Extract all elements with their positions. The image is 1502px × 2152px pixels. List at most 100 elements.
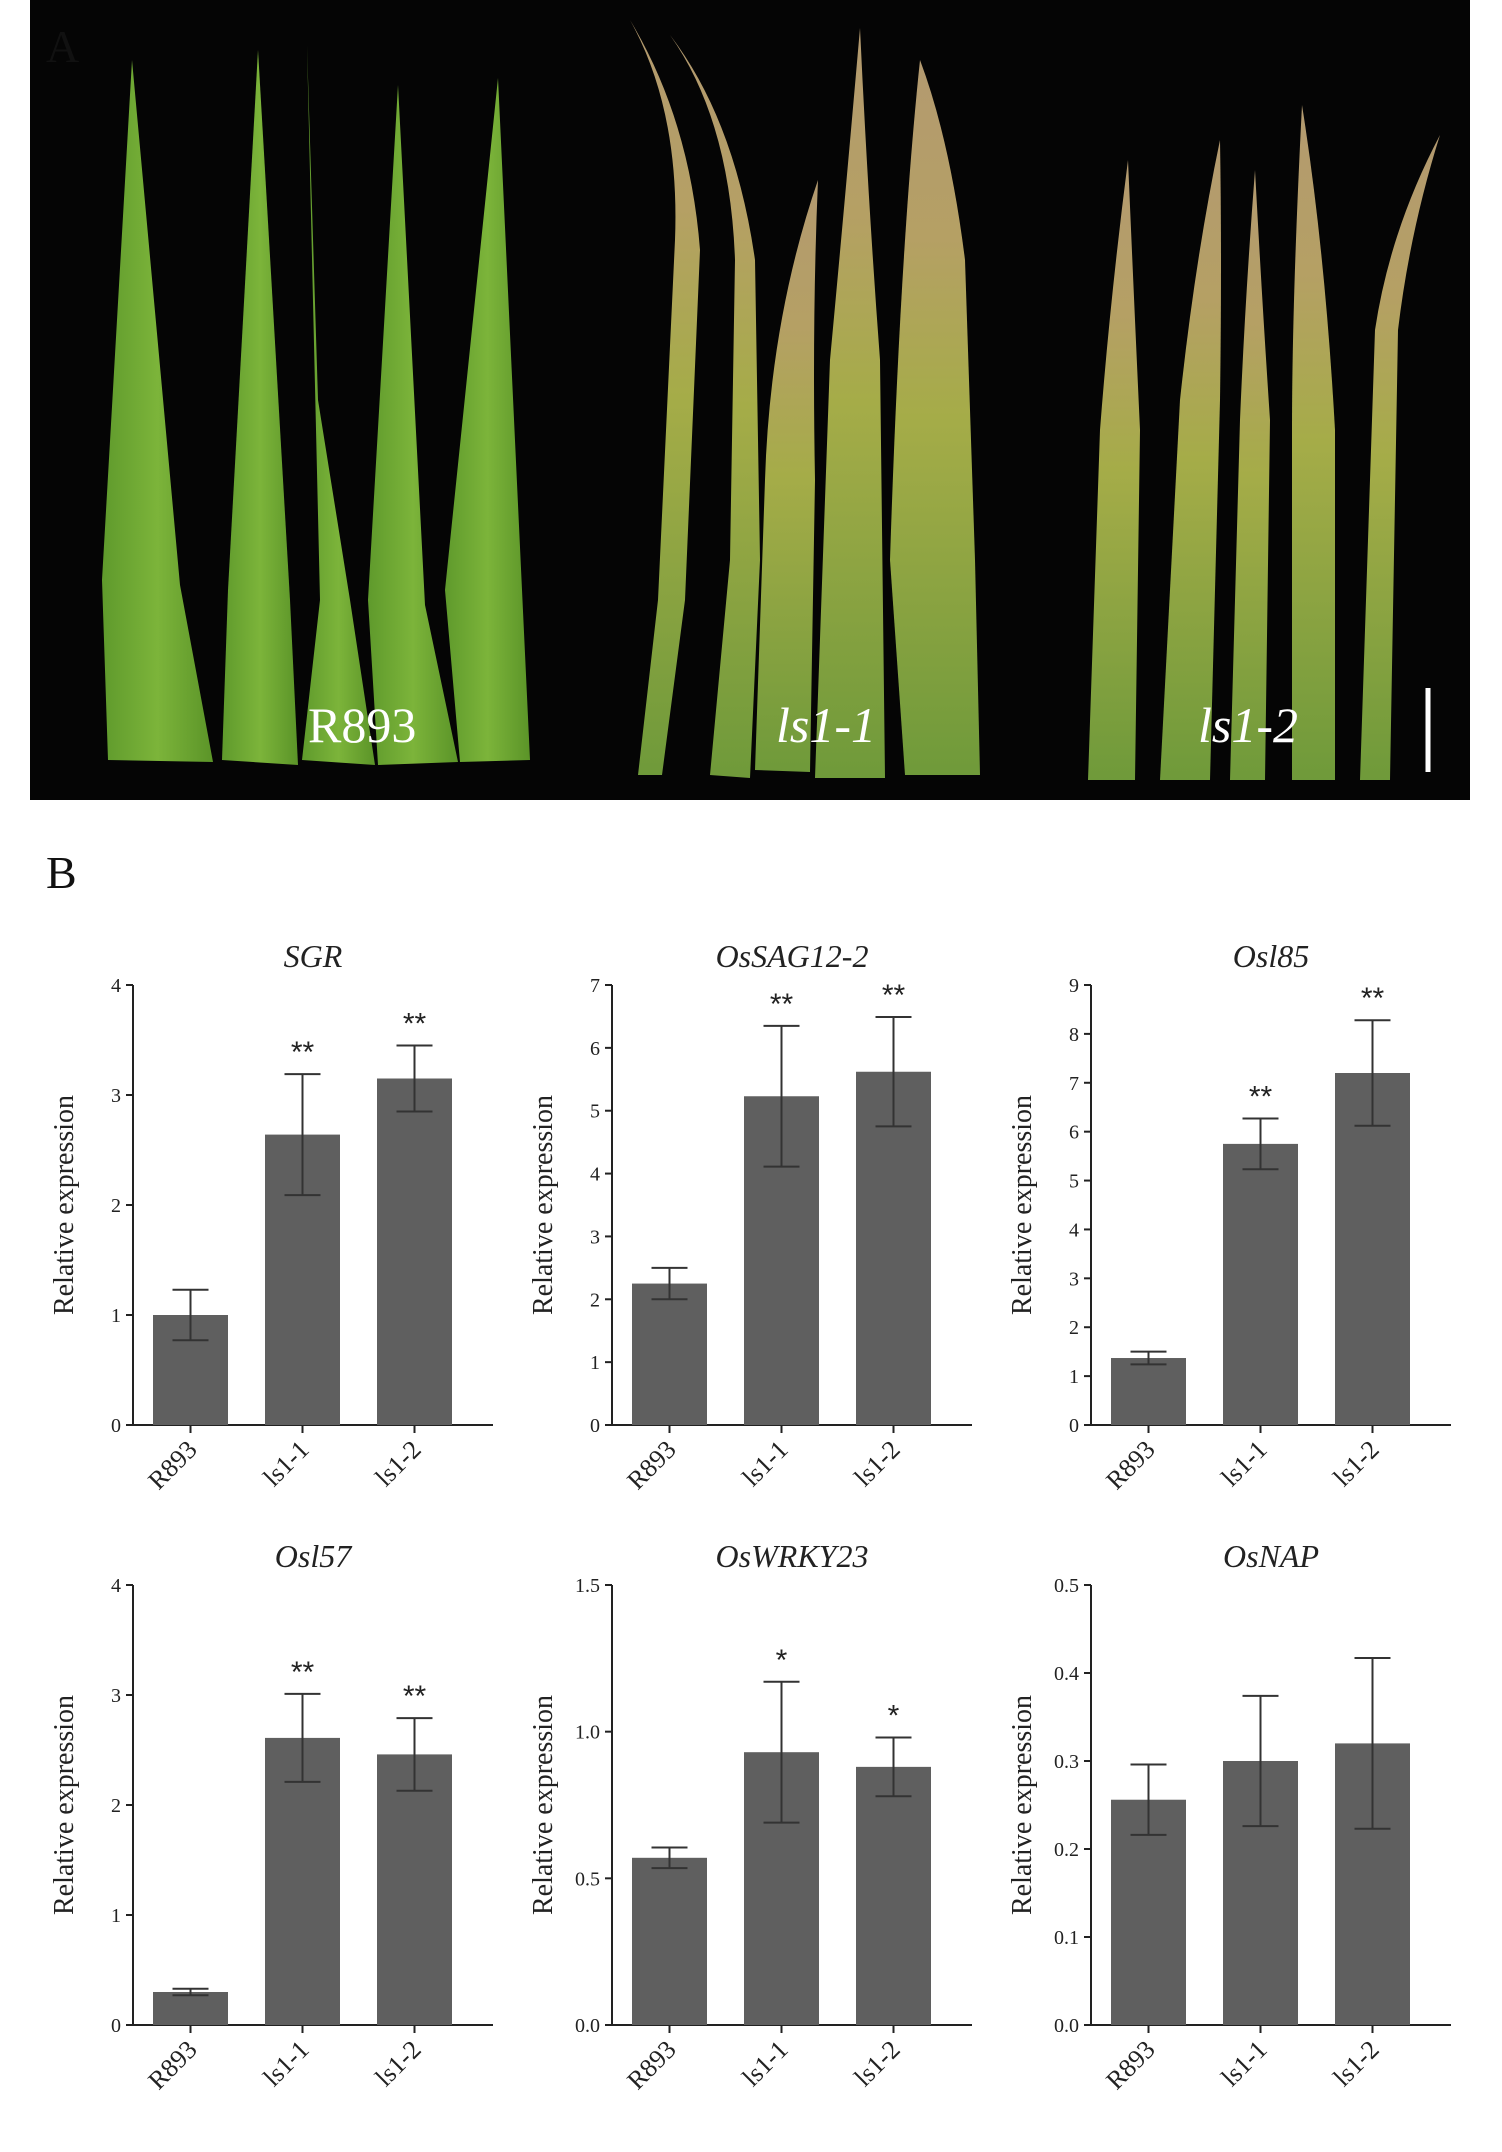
y-tick-label: 0.2	[1054, 1839, 1079, 1861]
x-tick-label: ls1-2	[369, 2035, 426, 2092]
bar-chart-5: OsWRKY23 Relative expression 0.0 0.5 1.0 1.5 R…	[528, 1538, 972, 2095]
chart-title: SGR	[284, 938, 343, 974]
bar	[632, 1857, 707, 2025]
y-tick-label: 1	[590, 1352, 600, 1374]
y-tick-label: 4	[111, 1575, 121, 1597]
x-tick-label: ls1-1	[257, 2035, 314, 2092]
y-tick-label: 0.1	[1054, 1927, 1079, 1949]
y-tick-label: 5	[1069, 1171, 1079, 1193]
significance-mark: *	[888, 1700, 900, 1733]
panel-a-letter: A	[46, 21, 79, 72]
y-tick-label: 6	[590, 1038, 600, 1060]
x-tick-label: R893	[621, 2035, 681, 2095]
x-tick-label: ls1-2	[848, 1435, 905, 1492]
bar	[1111, 1799, 1186, 2025]
y-tick-label: 3	[1069, 1268, 1079, 1290]
y-tick-label: 0	[1069, 1415, 1079, 1437]
y-tick-label: 0.5	[575, 1868, 600, 1890]
y-tick-label: 0.5	[1054, 1575, 1079, 1597]
y-tick-label: 2	[1069, 1317, 1079, 1339]
y-tick-label: 0.4	[1054, 1663, 1079, 1685]
y-tick-label: 1.0	[575, 1722, 600, 1744]
leaf	[445, 78, 530, 762]
significance-mark: **	[403, 1680, 427, 1713]
y-tick-label: 1	[1069, 1366, 1079, 1388]
y-tick-label: 0.3	[1054, 1751, 1079, 1773]
y-tick-label: 3	[111, 1685, 121, 1707]
y-tick-label: 0	[590, 1415, 600, 1437]
y-tick-label: 2	[111, 1195, 121, 1217]
leaf	[1160, 140, 1221, 780]
r893-leaf-group	[102, 45, 530, 765]
y-tick-label: 7	[1069, 1073, 1079, 1095]
y-tick-label: 4	[111, 975, 121, 997]
x-tick-label: R893	[142, 2035, 202, 2095]
y-tick-label: 2	[111, 1795, 121, 1817]
leaf	[1088, 160, 1140, 780]
leaf	[368, 85, 458, 765]
leaf	[1230, 170, 1270, 780]
x-tick-label: ls1-2	[848, 2035, 905, 2092]
y-tick-label: 1	[111, 1305, 121, 1327]
y-tick-label: 4	[1069, 1219, 1079, 1241]
y-tick-label: 1.5	[575, 1575, 600, 1597]
x-tick-label: ls1-1	[1215, 1435, 1272, 1492]
bar	[377, 1078, 452, 1425]
significance-mark: **	[403, 1008, 427, 1041]
bar	[153, 1992, 228, 2025]
label-ls1-2: ls1-2	[1198, 697, 1298, 753]
bar	[1111, 1358, 1186, 1425]
significance-mark: **	[1361, 982, 1385, 1015]
significance-mark: *	[776, 1644, 788, 1677]
y-tick-label: 1	[111, 1905, 121, 1927]
leaf	[222, 50, 298, 765]
y-axis-label: Relative expression	[1007, 1695, 1038, 1915]
y-axis-label: Relative expression	[49, 1695, 80, 1915]
significance-mark: **	[1249, 1080, 1273, 1113]
bar	[1335, 1073, 1410, 1425]
y-tick-label: 8	[1069, 1024, 1079, 1046]
x-tick-label: ls1-1	[736, 2035, 793, 2092]
x-tick-label: R893	[1100, 1435, 1160, 1495]
leaf	[302, 45, 375, 765]
chart-title: OsSAG12-2	[716, 938, 869, 974]
bar	[856, 1766, 931, 2025]
leaf	[102, 60, 213, 762]
bar-chart-2: OsSAG12-2 Relative expression 0 1 2 3 4 5 6 7 R893…	[528, 938, 972, 1495]
leaf	[1292, 105, 1335, 780]
significance-mark: **	[770, 988, 794, 1021]
bar-chart-6: OsNAP Relative expression 0.0 0.1 0.2 0.3 0.4 0…	[1007, 1538, 1451, 2095]
y-axis-label: Relative expression	[528, 1695, 559, 1915]
x-tick-label: ls1-1	[1215, 2035, 1272, 2092]
label-ls1-1: ls1-1	[776, 697, 876, 753]
leaf-photo-panel: A R893 ls1-1 ls1-2	[30, 0, 1470, 800]
x-tick-label: ls1-1	[257, 1435, 314, 1492]
y-axis-label: Relative expression	[528, 1095, 559, 1315]
y-tick-label: 7	[590, 975, 600, 997]
y-axis-label: Relative expression	[1007, 1095, 1038, 1315]
bar	[265, 1737, 340, 2025]
x-tick-label: R893	[142, 1435, 202, 1495]
bar-chart-1: SGR Relative expression 0 1 2 3 4 R893 ** ls1-1 **…	[49, 938, 493, 1495]
y-tick-label: 0	[111, 1415, 121, 1437]
y-axis-label: Relative expression	[49, 1095, 80, 1315]
y-tick-label: 6	[1069, 1122, 1079, 1144]
x-tick-label: ls1-1	[736, 1435, 793, 1492]
significance-mark: **	[291, 1656, 315, 1689]
leaf	[630, 20, 700, 775]
y-tick-label: 3	[590, 1226, 600, 1248]
x-tick-label: ls1-2	[1327, 1435, 1384, 1492]
y-tick-label: 2	[590, 1289, 600, 1311]
y-tick-label: 3	[111, 1085, 121, 1107]
significance-mark: **	[882, 979, 906, 1012]
leaf	[755, 180, 818, 772]
bar-chart-4: Osl57 Relative expression 0 1 2 3 4 R893 ** ls1-1…	[49, 1538, 493, 2095]
y-tick-label: 5	[590, 1101, 600, 1123]
label-r893: R893	[308, 697, 416, 753]
chart-title: OsNAP	[1223, 1538, 1319, 1574]
chart-title: Osl57	[275, 1538, 353, 1574]
bar	[856, 1071, 931, 1425]
chart-title: OsWRKY23	[716, 1538, 869, 1574]
y-tick-label: 0	[111, 2015, 121, 2037]
